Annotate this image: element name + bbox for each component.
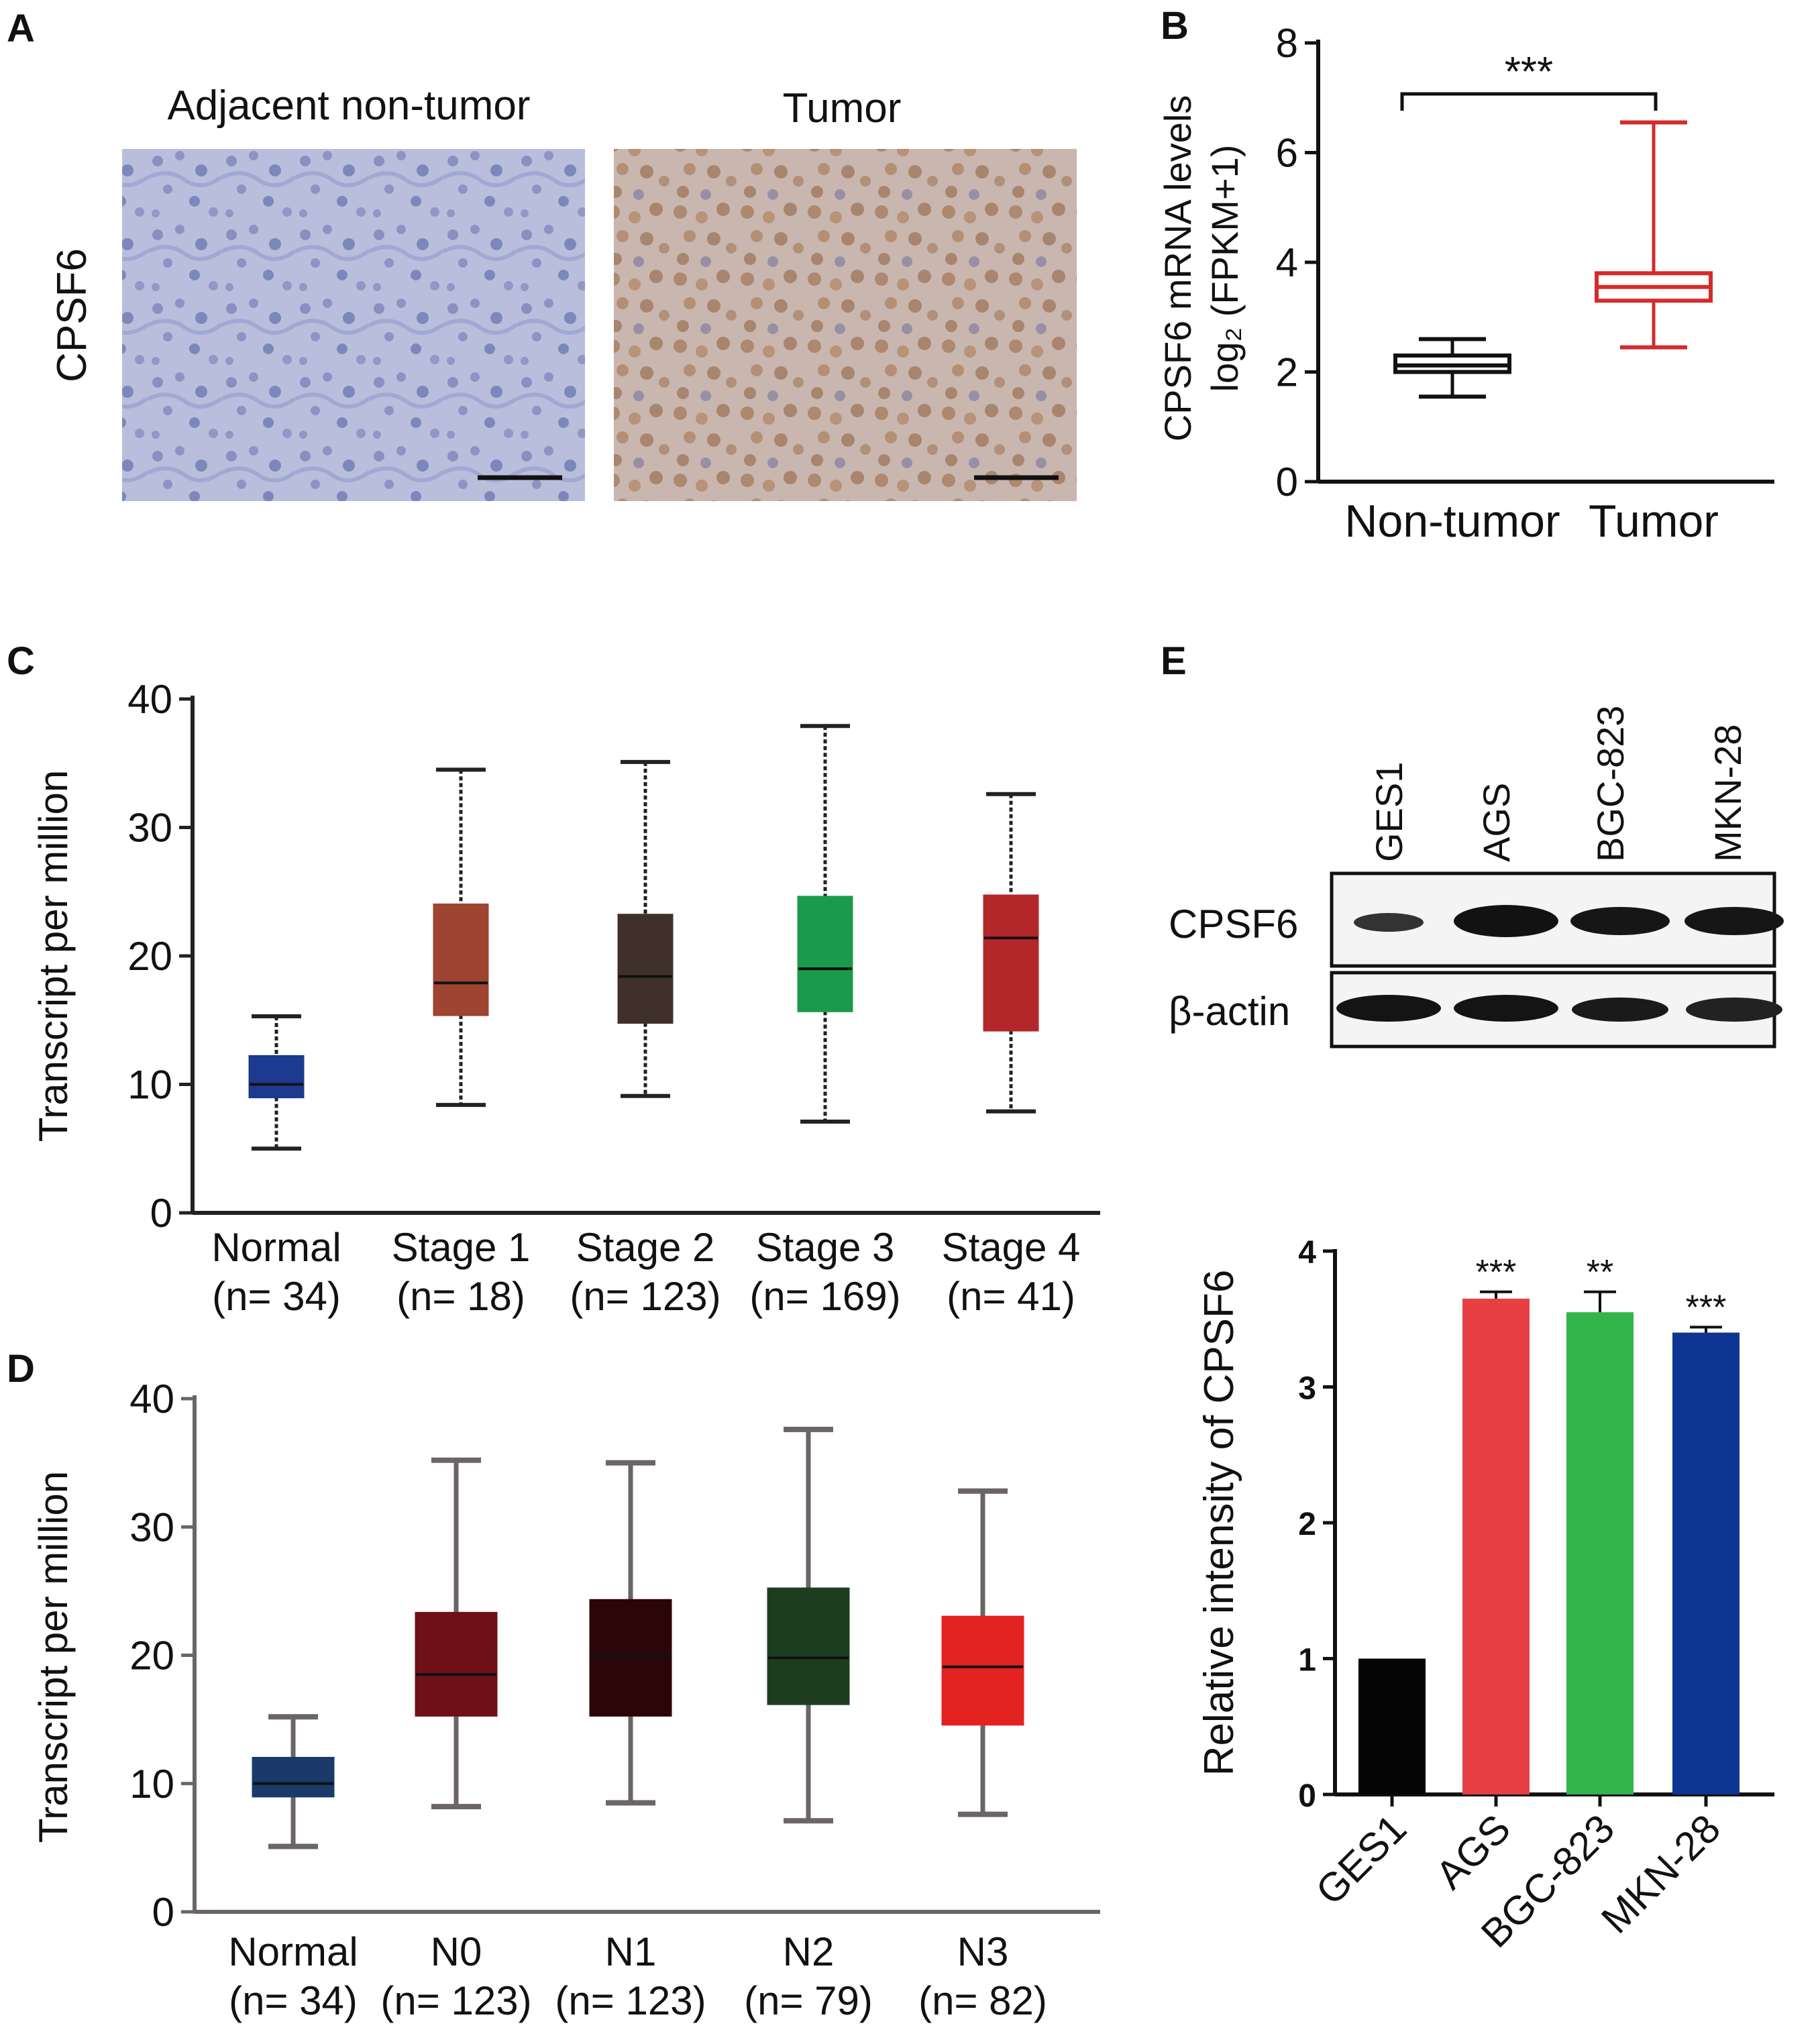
- b-significance-bracket: [1400, 92, 1658, 111]
- d-box: [941, 1615, 1024, 1726]
- d-box: [415, 1611, 498, 1717]
- c-box: [617, 914, 674, 1024]
- b-significance-label: ***: [1505, 49, 1553, 95]
- d-category-label: Normal: [228, 1929, 358, 1974]
- blot-lane-label-ags: AGS: [1475, 783, 1517, 862]
- b-y-tick-label: 4: [1276, 240, 1298, 285]
- micrograph-tumor-image: [614, 149, 1077, 501]
- blot-lane-label-mkn28: MKN-28: [1707, 724, 1749, 862]
- blot-row-label-cpsf6: CPSF6: [1169, 902, 1298, 947]
- c-box: [248, 1055, 305, 1099]
- c-y-axis-label: Transcript per million: [31, 770, 76, 1142]
- d-count-label: (n= 79): [744, 1978, 873, 2023]
- c-box: [983, 894, 1039, 1032]
- d-y-axis-label: Transcript per million: [31, 1471, 76, 1843]
- c-box: [797, 896, 853, 1012]
- micrograph-row-label: CPSF6: [49, 248, 95, 382]
- b-y-tick-label: 8: [1276, 21, 1298, 66]
- c-count-label: (n= 41): [947, 1274, 1075, 1319]
- c-category-label: Stage 2: [576, 1225, 715, 1270]
- blot-row-label-actin: β-actin: [1169, 989, 1290, 1034]
- blot-band-actin-ges1: [1336, 995, 1441, 1022]
- e-significance-label: ***: [1476, 1253, 1517, 1292]
- d-count-label: (n= 82): [918, 1978, 1047, 2023]
- blot-band-cpsf6-ags: [1454, 905, 1558, 937]
- panel-label-e: E: [1161, 639, 1187, 683]
- blot-band-actin-mkn28: [1686, 998, 1782, 1022]
- d-box: [767, 1587, 850, 1705]
- e-category-label: MKN-28: [1593, 1806, 1729, 1942]
- e-y-tick-label: 4: [1298, 1235, 1316, 1271]
- d-y-tick-label: 0: [152, 1890, 174, 1935]
- e-y-tick-label: 3: [1298, 1371, 1316, 1407]
- blot-band-actin-bgc823: [1572, 998, 1668, 1022]
- b-category-label: Tumor: [1589, 496, 1719, 547]
- panel-b-boxplot: 0 2 4 6 8 CPSF6 mRNA levels log₂ (FPKM+1) Non-t…: [1157, 21, 1774, 547]
- d-box: [252, 1757, 335, 1798]
- d-count-label: (n= 123): [555, 1978, 706, 2023]
- b-y-tick-label: 2: [1276, 350, 1298, 395]
- blot-band-cpsf6-mkn28: [1685, 907, 1784, 935]
- c-count-label: (n= 169): [749, 1274, 900, 1319]
- c-count-label: (n= 34): [212, 1274, 341, 1319]
- c-y-tick-label: 10: [127, 1063, 172, 1108]
- d-category-label: N2: [783, 1929, 835, 1974]
- b-y-axis-label-line1: CPSF6 mRNA levels: [1157, 95, 1199, 442]
- c-y-tick-label: 40: [127, 677, 172, 722]
- d-y-tick-label: 40: [129, 1377, 174, 1421]
- panel-label-d: D: [7, 1347, 35, 1391]
- d-category-label: N1: [605, 1929, 657, 1974]
- b-y-tick-label: 6: [1276, 131, 1298, 176]
- d-category-label: N3: [957, 1929, 1009, 1974]
- c-category-label: Stage 1: [392, 1225, 531, 1270]
- blot-lane-label-ges1: GES1: [1368, 762, 1410, 862]
- e-y-axis-label: Relative intensity of CPSF6: [1196, 1270, 1242, 1776]
- panel-e-barchart: 0 1 2 3 4 Relative intensity of CPSF6 GES1 *** A…: [1196, 1235, 1774, 1956]
- d-y-tick-label: 20: [129, 1633, 174, 1678]
- d-box: [589, 1599, 672, 1717]
- d-y-tick-label: 30: [129, 1505, 174, 1550]
- e-y-tick-label: 0: [1298, 1778, 1316, 1814]
- e-bar: [1462, 1298, 1530, 1794]
- c-category-label: Stage 4: [942, 1225, 1081, 1270]
- c-category-label: Normal: [211, 1225, 341, 1270]
- panel-a: CPSF6 Adjacent non-tumor Tumor: [49, 83, 1077, 501]
- e-significance-label: ***: [1686, 1288, 1727, 1327]
- e-y-tick-label: 2: [1298, 1507, 1316, 1542]
- d-y-tick-label: 10: [129, 1762, 174, 1807]
- panel-e-western-blot: GES1 AGS BGC-823 MKN-28 CPSF6 β-actin: [1169, 706, 1784, 1048]
- d-category-label: N0: [431, 1929, 482, 1974]
- c-category-label: Stage 3: [756, 1225, 895, 1270]
- blot-band-cpsf6-ges1: [1354, 913, 1424, 932]
- e-bar: [1358, 1658, 1426, 1794]
- b-category-label: Non-tumor: [1344, 496, 1560, 547]
- panel-label-a: A: [7, 7, 35, 50]
- b-y-axis-label-line2: log₂ (FPKM+1): [1204, 145, 1246, 392]
- c-count-label: (n= 18): [396, 1274, 525, 1319]
- blot-band-cpsf6-bgc823: [1570, 907, 1670, 935]
- c-box: [433, 903, 489, 1016]
- c-y-tick-label: 30: [127, 806, 172, 851]
- e-category-label: GES1: [1307, 1806, 1415, 1914]
- c-count-label: (n= 123): [570, 1274, 720, 1319]
- b-y-tick-label: 0: [1276, 460, 1298, 504]
- d-count-label: (n= 123): [380, 1978, 531, 2023]
- micrograph-normal-image: [122, 149, 585, 501]
- e-y-tick-label: 1: [1298, 1643, 1316, 1678]
- micrograph-left-title: Adjacent non-tumor: [167, 83, 530, 129]
- c-y-tick-label: 0: [150, 1191, 172, 1236]
- blot-lane-label-bgc823: BGC-823: [1589, 706, 1632, 862]
- micrograph-right-title: Tumor: [783, 85, 902, 131]
- panel-label-c: C: [7, 639, 35, 683]
- e-significance-label: **: [1587, 1253, 1613, 1292]
- e-category-label: AGS: [1427, 1806, 1519, 1898]
- panel-label-b: B: [1161, 4, 1189, 48]
- e-bar: [1672, 1332, 1740, 1794]
- c-y-tick-label: 20: [127, 934, 172, 979]
- blot-band-actin-ags: [1454, 995, 1558, 1022]
- d-count-label: (n= 34): [229, 1978, 358, 2023]
- e-bar: [1566, 1312, 1634, 1794]
